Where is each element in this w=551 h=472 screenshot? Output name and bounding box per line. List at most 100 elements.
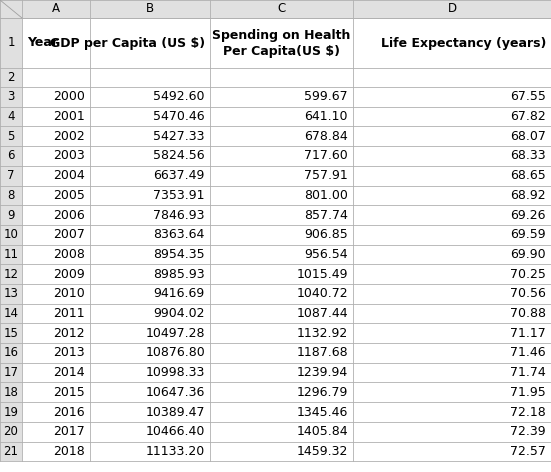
Text: 72.39: 72.39	[510, 425, 546, 438]
Text: 18: 18	[3, 386, 18, 399]
Text: 71.95: 71.95	[510, 386, 546, 399]
Bar	[0, 0, 551, 18]
Text: 14: 14	[3, 307, 19, 320]
Text: 2009: 2009	[53, 268, 85, 281]
Text: 2003: 2003	[53, 150, 85, 162]
Text: 70.56: 70.56	[510, 287, 546, 300]
Text: 1: 1	[7, 36, 15, 50]
Text: 2007: 2007	[53, 228, 85, 241]
Text: 10998.33: 10998.33	[145, 366, 205, 379]
Text: 12: 12	[3, 268, 19, 281]
Text: 71.46: 71.46	[510, 346, 546, 360]
Text: 2000: 2000	[53, 90, 85, 103]
Text: 9: 9	[7, 209, 15, 221]
Text: 6: 6	[7, 150, 15, 162]
Text: 67.82: 67.82	[510, 110, 546, 123]
Text: 67.55: 67.55	[510, 90, 546, 103]
Text: 5427.33: 5427.33	[154, 130, 205, 143]
Text: 72.18: 72.18	[510, 405, 546, 419]
Text: 10389.47: 10389.47	[145, 405, 205, 419]
Text: 1345.46: 1345.46	[296, 405, 348, 419]
Text: 2004: 2004	[53, 169, 85, 182]
Text: 956.54: 956.54	[304, 248, 348, 261]
Text: 71.74: 71.74	[510, 366, 546, 379]
Text: Spending on Health
Per Capita(US $): Spending on Health Per Capita(US $)	[212, 28, 350, 58]
Text: 15: 15	[3, 327, 18, 340]
Text: 5824.56: 5824.56	[153, 150, 205, 162]
Text: 906.85: 906.85	[304, 228, 348, 241]
Text: 13: 13	[3, 287, 18, 300]
Text: 11133.20: 11133.20	[146, 445, 205, 458]
Text: 2002: 2002	[53, 130, 85, 143]
Text: 2015: 2015	[53, 386, 85, 399]
Text: 70.25: 70.25	[510, 268, 546, 281]
Text: 68.65: 68.65	[510, 169, 546, 182]
Text: 757.91: 757.91	[304, 169, 348, 182]
Text: 2013: 2013	[53, 346, 85, 360]
Text: 68.33: 68.33	[510, 150, 546, 162]
Text: 1239.94: 1239.94	[297, 366, 348, 379]
Text: 69.26: 69.26	[510, 209, 546, 221]
Text: 6637.49: 6637.49	[154, 169, 205, 182]
Text: 678.84: 678.84	[304, 130, 348, 143]
Text: 2016: 2016	[53, 405, 85, 419]
Text: 599.67: 599.67	[304, 90, 348, 103]
Text: 2: 2	[7, 71, 15, 84]
Text: 10876.80: 10876.80	[145, 346, 205, 360]
Text: C: C	[277, 2, 285, 16]
Text: 2018: 2018	[53, 445, 85, 458]
Text: 10: 10	[3, 228, 18, 241]
Text: 10497.28: 10497.28	[145, 327, 205, 340]
Text: 2011: 2011	[53, 307, 85, 320]
Text: 1040.72: 1040.72	[296, 287, 348, 300]
Text: 72.57: 72.57	[510, 445, 546, 458]
Text: 1459.32: 1459.32	[296, 445, 348, 458]
Text: 1087.44: 1087.44	[296, 307, 348, 320]
Text: 3: 3	[7, 90, 15, 103]
Text: 17: 17	[3, 366, 19, 379]
Text: Year: Year	[27, 36, 58, 50]
Text: 68.92: 68.92	[510, 189, 546, 202]
Text: Life Expectancy (years): Life Expectancy (years)	[381, 36, 546, 50]
Text: B: B	[146, 2, 154, 16]
Text: 69.90: 69.90	[510, 248, 546, 261]
Text: 4: 4	[7, 110, 15, 123]
Text: 641.10: 641.10	[305, 110, 348, 123]
Text: 2005: 2005	[53, 189, 85, 202]
Text: 9416.69: 9416.69	[154, 287, 205, 300]
Bar	[0, 0, 22, 461]
Text: 69.59: 69.59	[510, 228, 546, 241]
Text: 20: 20	[3, 425, 18, 438]
Text: 71.17: 71.17	[510, 327, 546, 340]
Text: 7353.91: 7353.91	[154, 189, 205, 202]
Text: 5470.46: 5470.46	[153, 110, 205, 123]
Text: 8363.64: 8363.64	[154, 228, 205, 241]
Text: A: A	[52, 2, 60, 16]
Text: 10647.36: 10647.36	[145, 386, 205, 399]
Text: 9904.02: 9904.02	[154, 307, 205, 320]
Text: 5: 5	[7, 130, 15, 143]
Text: 801.00: 801.00	[304, 189, 348, 202]
Text: 2006: 2006	[53, 209, 85, 221]
Text: 7846.93: 7846.93	[154, 209, 205, 221]
Text: 1187.68: 1187.68	[296, 346, 348, 360]
Text: 1015.49: 1015.49	[296, 268, 348, 281]
Text: 2014: 2014	[53, 366, 85, 379]
Text: 5492.60: 5492.60	[154, 90, 205, 103]
Text: GDP per Capita (US $): GDP per Capita (US $)	[50, 36, 205, 50]
Text: 7: 7	[7, 169, 15, 182]
Text: 2001: 2001	[53, 110, 85, 123]
Text: D: D	[447, 2, 457, 16]
Text: 2017: 2017	[53, 425, 85, 438]
Text: 10466.40: 10466.40	[145, 425, 205, 438]
Text: 857.74: 857.74	[304, 209, 348, 221]
Text: 11: 11	[3, 248, 19, 261]
Text: 68.07: 68.07	[510, 130, 546, 143]
Text: 2012: 2012	[53, 327, 85, 340]
Text: 1405.84: 1405.84	[296, 425, 348, 438]
Text: 21: 21	[3, 445, 19, 458]
Text: 19: 19	[3, 405, 19, 419]
Text: 8954.35: 8954.35	[153, 248, 205, 261]
Text: 8: 8	[7, 189, 15, 202]
Text: 1132.92: 1132.92	[297, 327, 348, 340]
